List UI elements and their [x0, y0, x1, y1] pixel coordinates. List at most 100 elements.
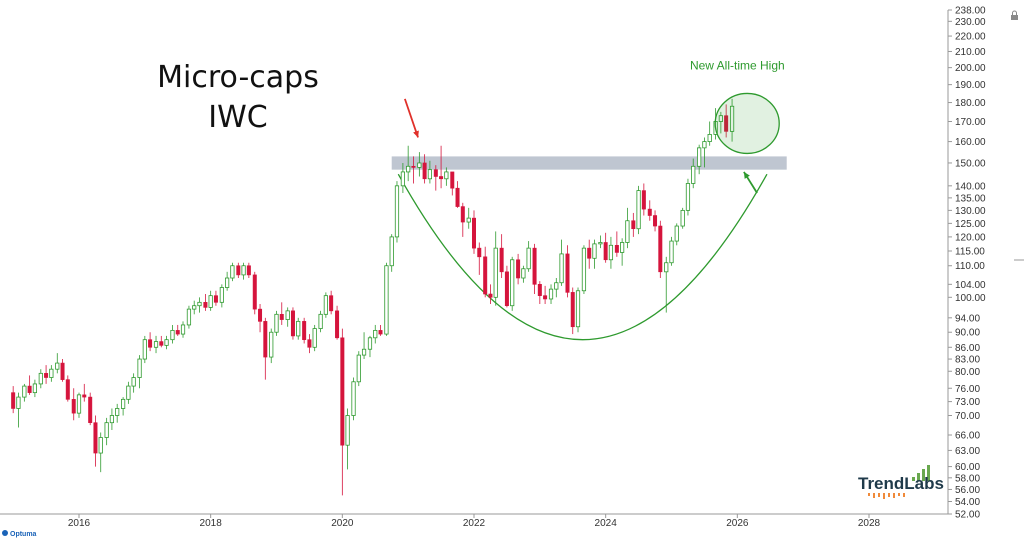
candle-body-down [44, 373, 49, 378]
candle [44, 365, 49, 384]
y-tick-label: 238.00 [955, 6, 986, 17]
x-tick-label: 2022 [463, 518, 486, 529]
candle-body-up [367, 337, 373, 350]
candle-body-up [104, 422, 109, 438]
candle-body-down [60, 362, 65, 380]
candle-body-up [521, 268, 526, 279]
candle-body-up [126, 385, 131, 400]
candle [406, 145, 411, 182]
y-tick-label: 70.00 [955, 411, 980, 422]
candle [543, 285, 548, 305]
candle [702, 137, 707, 168]
candle-body-up [296, 320, 301, 337]
candle [274, 310, 279, 336]
candle [521, 265, 526, 283]
candle [109, 408, 115, 431]
ath-highlight-circle [714, 92, 780, 155]
x-tick-label: 2028 [858, 518, 881, 529]
candle-body-down [543, 295, 548, 300]
candle-body-down [570, 292, 575, 328]
candle-body-up [620, 242, 625, 253]
candle [22, 383, 27, 402]
y-tick-label: 130.00 [955, 206, 986, 217]
candle-body-up [121, 398, 126, 409]
candle-body-up [318, 313, 323, 329]
candle-body-up [49, 368, 54, 378]
candle [104, 417, 109, 446]
candle [411, 156, 416, 184]
candle [153, 335, 159, 354]
candle [570, 287, 575, 335]
candle [598, 235, 603, 249]
candle-body-up [575, 290, 581, 328]
candle [669, 236, 674, 266]
candle-body-down [422, 162, 427, 180]
x-axis-ticks: 2016 2018 2020 2022 2024 2026 2028 [68, 514, 881, 529]
candle-body-up [241, 265, 246, 276]
candle [71, 388, 76, 421]
candle [483, 246, 488, 298]
y-tick-label: 94.00 [955, 313, 980, 324]
candle [148, 332, 153, 352]
y-tick-label: 104.00 [955, 280, 986, 291]
candle [444, 167, 449, 186]
candle-body-down [175, 330, 180, 335]
candle-body-down [258, 308, 263, 322]
candle-body-down [329, 295, 334, 312]
candle-body-up [707, 134, 712, 142]
candle-body-up [164, 339, 169, 346]
candle-body-down [631, 220, 636, 230]
candle-body-up [16, 396, 21, 409]
candle-body-up [625, 220, 630, 243]
candle-body-up [592, 243, 597, 259]
candle-body-up [680, 209, 685, 227]
candle-body-up [55, 362, 60, 370]
candle-body-up [559, 253, 564, 284]
candle [279, 302, 284, 325]
candle-body-up [417, 162, 422, 168]
candle-body-down [565, 253, 570, 293]
candle-body-up [323, 295, 328, 315]
candle [131, 373, 136, 393]
candle-body-down [263, 321, 268, 358]
candle [76, 392, 82, 418]
cup-arc [397, 173, 768, 341]
candle [302, 317, 307, 344]
candle [269, 328, 274, 364]
candle [499, 234, 504, 279]
candle [180, 321, 186, 338]
candle-body-down [93, 422, 98, 454]
candle [384, 262, 389, 336]
candle-body-down [504, 271, 509, 307]
candle-body-up [208, 295, 213, 308]
candle-body-up [356, 354, 361, 383]
brand-name: TrendLabs [858, 474, 944, 493]
red-arrow-shaft [404, 98, 419, 138]
candle-body-down [148, 339, 153, 348]
y-tick-label: 52.00 [955, 510, 980, 521]
candle [504, 265, 509, 308]
lock-icon[interactable] [1011, 10, 1018, 20]
candle [466, 207, 471, 229]
candle-body-up [312, 328, 317, 348]
candle-body-down [71, 399, 76, 414]
candle [159, 335, 164, 348]
candle [252, 271, 257, 315]
candle [296, 317, 301, 340]
candle [285, 307, 290, 327]
candle [389, 234, 394, 272]
candle-body-down [641, 190, 646, 210]
annotation-layer: New All-time High [404, 58, 785, 194]
candle [164, 335, 169, 350]
candle [142, 335, 147, 364]
candle [620, 238, 625, 266]
candle [55, 353, 60, 374]
candle [241, 262, 246, 280]
candle-body-up [685, 183, 691, 211]
candle [197, 297, 202, 313]
candle-body-down [213, 295, 218, 303]
y-tick-label: 63.00 [955, 446, 980, 457]
candle [460, 202, 465, 237]
x-tick-label: 2020 [331, 518, 354, 529]
